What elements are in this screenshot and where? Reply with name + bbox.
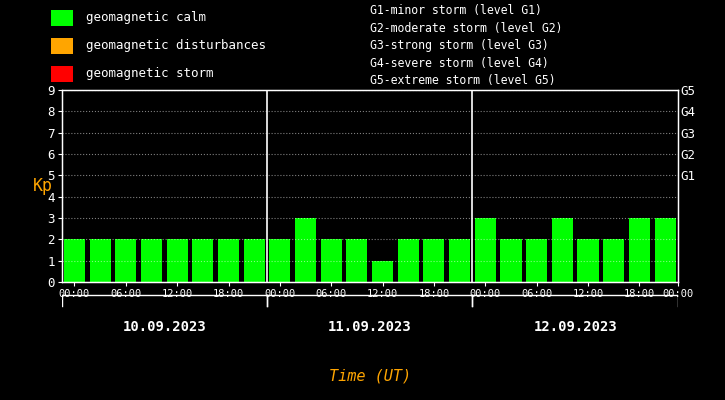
Bar bbox=[500, 239, 521, 282]
FancyBboxPatch shape bbox=[51, 66, 72, 82]
Bar bbox=[372, 261, 393, 282]
Bar bbox=[347, 239, 368, 282]
Bar bbox=[90, 239, 111, 282]
Text: geomagnetic storm: geomagnetic storm bbox=[86, 68, 213, 80]
Bar bbox=[115, 239, 136, 282]
Text: Time (UT): Time (UT) bbox=[328, 368, 411, 384]
Bar bbox=[192, 239, 213, 282]
Bar bbox=[270, 239, 291, 282]
Bar bbox=[244, 239, 265, 282]
Bar bbox=[218, 239, 239, 282]
Text: geomagnetic disturbances: geomagnetic disturbances bbox=[86, 39, 265, 52]
Text: G2-moderate storm (level G2): G2-moderate storm (level G2) bbox=[370, 22, 563, 35]
Bar bbox=[423, 239, 444, 282]
FancyBboxPatch shape bbox=[51, 10, 72, 26]
Text: G3-strong storm (level G3): G3-strong storm (level G3) bbox=[370, 39, 549, 52]
Text: G5-extreme storm (level G5): G5-extreme storm (level G5) bbox=[370, 74, 555, 88]
Text: G4-severe storm (level G4): G4-severe storm (level G4) bbox=[370, 57, 549, 70]
Bar bbox=[295, 218, 316, 282]
Y-axis label: Kp: Kp bbox=[33, 177, 53, 195]
Text: 11.09.2023: 11.09.2023 bbox=[328, 320, 412, 334]
Bar bbox=[64, 239, 85, 282]
Bar bbox=[449, 239, 470, 282]
Bar bbox=[475, 218, 496, 282]
Bar bbox=[655, 218, 676, 282]
Bar bbox=[526, 239, 547, 282]
Bar bbox=[578, 239, 599, 282]
FancyBboxPatch shape bbox=[51, 38, 72, 54]
Bar bbox=[167, 239, 188, 282]
Bar bbox=[320, 239, 341, 282]
Bar bbox=[398, 239, 419, 282]
Bar bbox=[552, 218, 573, 282]
Text: 12.09.2023: 12.09.2023 bbox=[534, 320, 617, 334]
Text: G1-minor storm (level G1): G1-minor storm (level G1) bbox=[370, 4, 542, 17]
Bar bbox=[141, 239, 162, 282]
Bar bbox=[603, 239, 624, 282]
Text: geomagnetic calm: geomagnetic calm bbox=[86, 11, 206, 24]
Text: 10.09.2023: 10.09.2023 bbox=[123, 320, 206, 334]
Bar bbox=[629, 218, 650, 282]
